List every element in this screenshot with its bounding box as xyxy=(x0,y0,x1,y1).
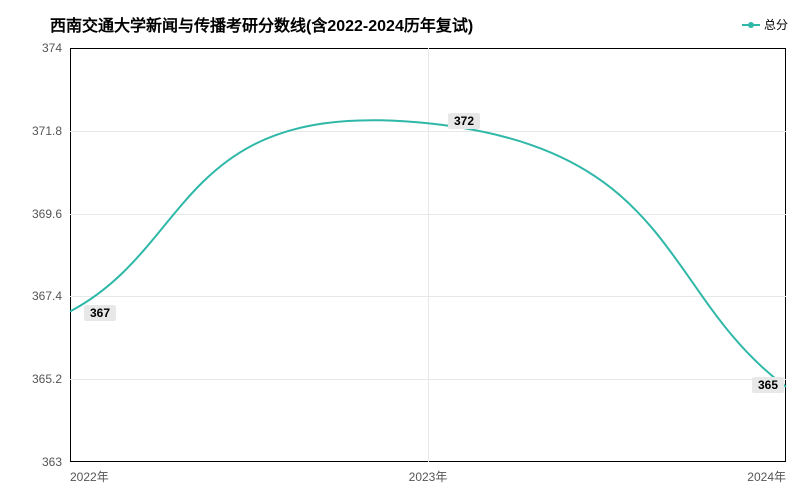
series-line xyxy=(0,0,800,500)
data-label: 372 xyxy=(448,113,480,129)
chart-container: 西南交通大学新闻与传播考研分数线(含2022-2024历年复试) 总分 3633… xyxy=(0,0,800,500)
data-label: 367 xyxy=(84,305,116,321)
data-label: 365 xyxy=(752,377,784,393)
